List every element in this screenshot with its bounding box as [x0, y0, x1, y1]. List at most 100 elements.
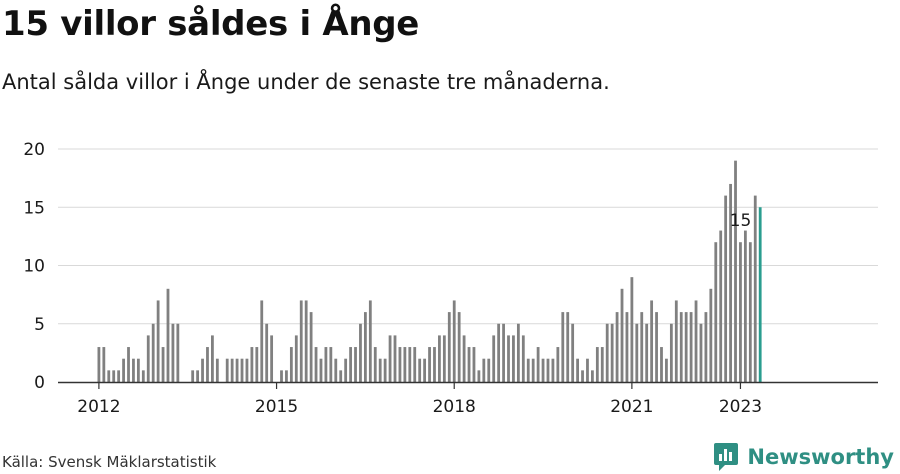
bar	[447, 312, 451, 382]
bar	[438, 335, 441, 382]
bar	[477, 370, 481, 382]
bar	[314, 347, 318, 382]
bar	[176, 323, 180, 382]
bar	[354, 347, 357, 382]
bar	[516, 323, 520, 382]
bar	[329, 347, 333, 382]
bar	[289, 347, 293, 382]
bar	[161, 347, 165, 382]
bar	[487, 358, 491, 382]
bar	[645, 323, 649, 382]
bar	[630, 277, 634, 382]
source-note: Källa: Svensk Mäklarstatistik	[2, 453, 217, 471]
brand-logo[interactable]: Newsworthy	[713, 440, 894, 474]
x-tick-label: 2021	[610, 397, 653, 417]
bar	[413, 347, 417, 382]
bar	[556, 347, 560, 382]
bar	[201, 358, 204, 382]
bar	[665, 358, 668, 382]
x-tick-label: 2015	[255, 397, 298, 417]
bar	[260, 300, 264, 382]
y-tick-label: 5	[34, 315, 45, 335]
bar	[526, 358, 530, 382]
bar	[497, 323, 501, 382]
bar	[561, 312, 565, 382]
bar	[122, 358, 125, 382]
bar	[605, 323, 609, 382]
bar	[566, 312, 570, 382]
bar	[363, 312, 367, 382]
bar	[408, 347, 412, 382]
bar	[240, 358, 244, 382]
brand-name: Newsworthy	[747, 445, 894, 469]
bar	[373, 347, 377, 382]
y-tick-label: 0	[34, 373, 45, 393]
bar	[117, 370, 121, 382]
bar	[734, 160, 737, 382]
bar	[166, 288, 170, 382]
bar	[255, 347, 259, 382]
bar	[334, 358, 338, 382]
bar	[467, 347, 471, 382]
bar	[141, 370, 145, 382]
bar	[299, 300, 303, 382]
bar	[285, 370, 288, 382]
bar	[595, 347, 599, 382]
bar-latest	[758, 207, 762, 382]
bar	[442, 335, 446, 382]
y-tick-label: 15	[23, 198, 45, 218]
chart-subtitle: Antal sålda villor i Ånge under de senas…	[2, 70, 610, 94]
bar	[388, 335, 392, 382]
bar	[452, 300, 456, 382]
bar	[704, 312, 708, 382]
bar	[132, 358, 135, 382]
bar	[127, 347, 130, 382]
bar	[655, 312, 658, 382]
bar	[107, 370, 111, 382]
bar	[235, 358, 239, 382]
bar	[650, 300, 654, 382]
bar	[102, 347, 106, 382]
bar	[245, 358, 249, 382]
bar	[403, 347, 407, 382]
bar	[156, 300, 160, 382]
chart-title: 15 villor såldes i Ånge	[2, 4, 420, 44]
bar	[428, 347, 431, 382]
bar	[433, 347, 436, 382]
bar	[324, 347, 328, 382]
bar	[586, 358, 589, 382]
bar	[151, 323, 155, 382]
bar	[146, 335, 150, 382]
bar	[739, 242, 742, 382]
bar	[171, 323, 175, 382]
bar	[230, 358, 234, 382]
bar	[462, 335, 466, 382]
bar	[625, 312, 629, 382]
x-tick-label: 2012	[77, 397, 120, 417]
bar	[191, 370, 195, 382]
bar	[748, 242, 752, 382]
bar	[349, 347, 352, 382]
bar	[551, 358, 555, 382]
bar	[280, 370, 283, 382]
bar	[344, 358, 348, 382]
y-tick-label: 10	[23, 257, 45, 277]
bar	[393, 335, 397, 382]
bar	[512, 335, 515, 382]
newsworthy-logo-icon	[714, 443, 739, 471]
x-axis-ticks: 2012 2015 2018 2021 2023	[77, 382, 762, 417]
bar	[699, 323, 703, 382]
bar	[250, 347, 254, 382]
bar	[265, 323, 269, 382]
value-label-latest: 15	[730, 211, 752, 231]
bar	[492, 335, 496, 382]
bar	[724, 195, 728, 382]
bar	[136, 358, 140, 382]
bar	[679, 312, 683, 382]
bar	[714, 242, 718, 382]
bar	[600, 347, 604, 382]
annotations: 15	[730, 211, 752, 231]
bar	[709, 288, 713, 382]
bar	[689, 312, 693, 382]
bar	[620, 288, 624, 382]
